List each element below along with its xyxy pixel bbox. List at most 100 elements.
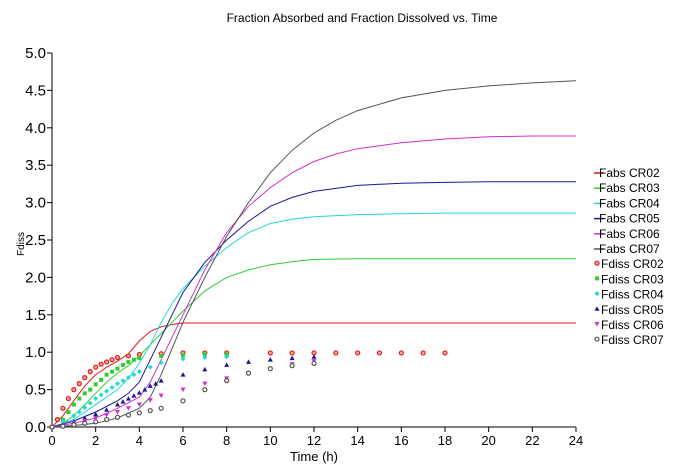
data-point-fdiss-cr05: [147, 383, 153, 388]
data-point-fdiss-cr06: [115, 410, 120, 415]
data-point-fdiss-cr05: [142, 387, 148, 392]
y-tick-label: 4.5: [25, 82, 46, 99]
series-markers-fdiss-cr04: [49, 354, 230, 430]
data-point-fdiss-cr04: [104, 388, 110, 394]
data-point-fdiss-cr03: [66, 410, 71, 415]
y-tick-label: 3.5: [25, 157, 46, 174]
data-point-fdiss-cr07: [71, 422, 77, 428]
data-point-fdiss-cr07: [147, 407, 153, 414]
legend-label: Fabs CR05: [599, 212, 660, 226]
data-point-fdiss-cr02: [398, 350, 404, 356]
data-point-fdiss-cr02: [109, 357, 115, 363]
data-point-fdiss-cr05: [104, 407, 110, 412]
legend-label: Fdiss CR07: [601, 333, 664, 347]
data-point-fdiss-cr07: [245, 370, 252, 376]
x-tick-label: 6: [179, 433, 186, 448]
data-point-fdiss-cr02: [82, 375, 88, 381]
data-point-fdiss-cr07: [82, 420, 88, 426]
data-point-fdiss-cr07: [125, 412, 132, 418]
y-tick-label: 4.0: [25, 120, 46, 137]
data-point-fdiss-cr03: [104, 372, 109, 377]
data-point-fdiss-cr06: [180, 387, 186, 393]
legend-label: Fabs CR04: [599, 196, 660, 210]
data-point-fdiss-cr02: [355, 350, 361, 356]
y-tick-label: 1.0: [25, 344, 46, 361]
data-point-fdiss-cr06: [147, 398, 153, 403]
legend-label: Fdiss CR02: [601, 257, 664, 271]
x-tick-label: 24: [569, 433, 583, 448]
y-tick-label: 1.5: [25, 307, 46, 324]
data-point-fdiss-cr04: [82, 405, 88, 411]
chart-title: Fraction Absorbed and Fraction Dissolved…: [227, 11, 498, 25]
legend-swatch: [594, 336, 600, 342]
series-layer: [49, 80, 577, 430]
legend-swatch: [594, 291, 600, 297]
data-point-fdiss-cr02: [125, 353, 132, 359]
data-point-fdiss-cr02: [54, 416, 61, 423]
data-point-fdiss-cr03: [115, 366, 120, 371]
data-point-fdiss-cr05: [202, 366, 208, 372]
legend-label: Fdiss CR06: [601, 318, 664, 332]
data-point-fdiss-cr04: [136, 369, 142, 375]
data-point-fdiss-cr06: [136, 402, 142, 408]
series-line-fabs-cr05: [51, 181, 576, 428]
legend-swatch: [595, 276, 599, 281]
data-point-fdiss-cr04: [109, 384, 115, 390]
legend-label: Fdiss CR03: [601, 272, 664, 286]
data-point-fdiss-cr04: [98, 392, 104, 398]
data-point-fdiss-cr05: [311, 354, 317, 359]
legend-label: Fabs CR03: [599, 181, 660, 195]
data-point-fdiss-cr06: [125, 406, 131, 411]
data-point-fdiss-cr02: [103, 359, 110, 365]
legend-item-fabs-cr07: Fabs CR07: [594, 242, 660, 256]
data-point-fdiss-cr04: [131, 372, 137, 378]
data-point-fdiss-cr07: [158, 405, 164, 411]
data-point-fdiss-cr07: [311, 360, 317, 367]
y-tick-label: 3.0: [25, 195, 46, 212]
data-point-fdiss-cr02: [65, 395, 71, 402]
data-point-fdiss-cr03: [202, 352, 207, 357]
data-point-fdiss-cr04: [180, 356, 186, 362]
data-point-fdiss-cr03: [82, 391, 87, 396]
legend-item-fdiss-cr03: Fdiss CR03: [595, 272, 664, 286]
legend-item-fabs-cr04: Fabs CR04: [594, 196, 660, 210]
series-line-fabs-cr06: [51, 135, 576, 428]
data-point-fdiss-cr04: [93, 396, 99, 402]
x-tick-label: 2: [92, 433, 99, 448]
data-point-fdiss-cr04: [87, 400, 93, 406]
data-point-fdiss-cr05: [158, 378, 164, 383]
legend-swatch: [594, 260, 600, 266]
series-line-fabs-cr03: [51, 258, 576, 428]
data-point-fdiss-cr04: [76, 409, 82, 415]
data-point-fdiss-cr05: [224, 362, 230, 367]
data-point-fdiss-cr03: [93, 382, 98, 387]
data-point-fdiss-cr04: [120, 378, 126, 384]
data-point-fdiss-cr07: [180, 398, 186, 404]
data-point-fdiss-cr03: [126, 359, 131, 364]
data-point-fdiss-cr03: [77, 396, 82, 401]
legend-item-fabs-cr03: Fabs CR03: [594, 181, 660, 195]
data-point-fdiss-cr02: [60, 405, 66, 411]
legend-label: Fdiss CR05: [601, 303, 664, 317]
data-point-fdiss-cr05: [125, 396, 131, 401]
data-point-fdiss-cr03: [159, 353, 164, 358]
axes: 0.00.51.01.52.02.53.03.54.04.55.00 2 4 6 8 10…: [25, 45, 583, 448]
data-point-fdiss-cr04: [60, 419, 66, 425]
data-point-fdiss-cr07: [224, 378, 230, 384]
data-point-fdiss-cr07: [289, 363, 295, 369]
data-point-fdiss-cr05: [153, 381, 159, 386]
data-point-fdiss-cr03: [120, 362, 125, 367]
data-point-fdiss-cr02: [289, 350, 295, 356]
x-tick-label: 14: [350, 433, 364, 448]
x-tick-label: 20: [481, 433, 495, 448]
y-tick-label: 2.0: [25, 269, 46, 286]
data-point-fdiss-cr07: [136, 410, 142, 416]
x-axis-label: Time (h): [290, 449, 338, 464]
x-tick-label: 8: [223, 433, 230, 448]
y-axis-label: Fdiss: [16, 232, 27, 256]
data-point-fdiss-cr03: [88, 387, 93, 392]
data-point-fdiss-cr04: [71, 413, 77, 419]
data-point-fdiss-cr04: [158, 360, 164, 366]
